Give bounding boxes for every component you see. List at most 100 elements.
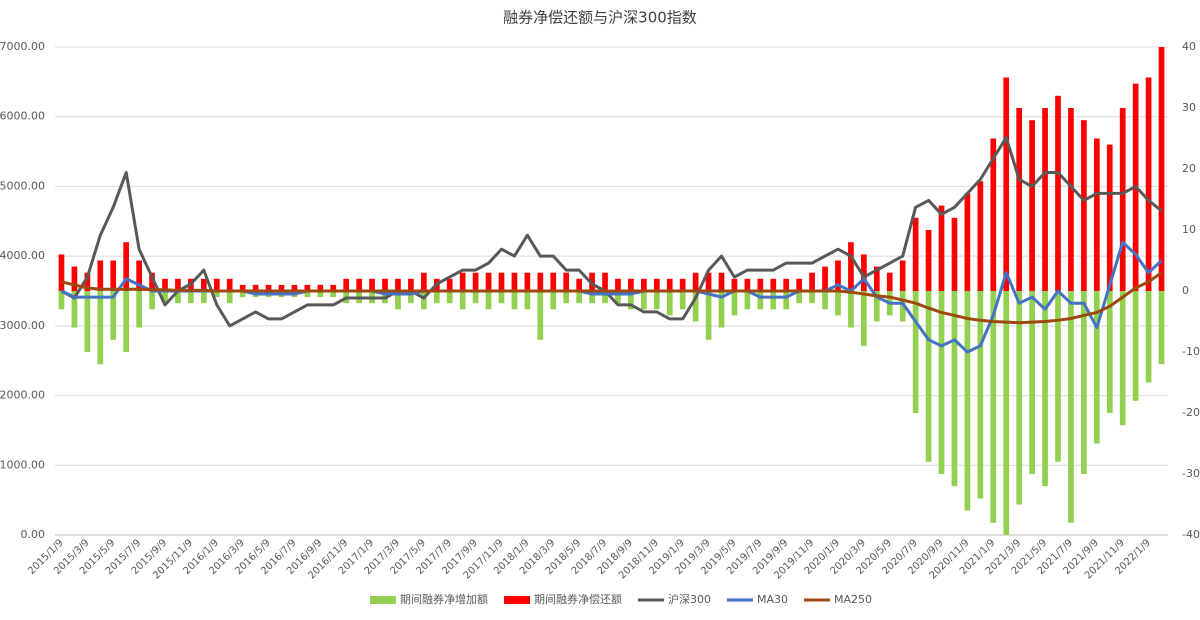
bar <box>1158 47 1165 291</box>
bar <box>71 291 78 328</box>
bar <box>809 291 815 304</box>
bar <box>123 242 130 291</box>
bar <box>1106 144 1113 291</box>
bar <box>692 272 699 291</box>
bar <box>679 291 686 310</box>
bar <box>744 291 751 310</box>
bar <box>420 291 427 310</box>
bar <box>873 266 880 291</box>
bar <box>641 291 647 310</box>
bar <box>653 278 660 291</box>
bar <box>628 278 634 291</box>
bar <box>524 291 531 310</box>
bar <box>899 291 906 322</box>
bar <box>330 291 337 298</box>
bar <box>175 278 181 291</box>
bar <box>796 278 803 291</box>
bar <box>330 284 337 291</box>
bar <box>498 291 505 304</box>
bar <box>873 291 880 322</box>
bar <box>1055 291 1061 462</box>
bar <box>1042 291 1048 487</box>
bar <box>252 284 259 291</box>
bar <box>278 284 285 291</box>
bar <box>162 291 168 304</box>
y2-tick-label: 0 <box>1182 284 1189 297</box>
bar <box>692 291 699 322</box>
bar <box>408 291 414 304</box>
bar <box>783 291 790 310</box>
bar <box>395 278 401 291</box>
bar <box>731 278 738 291</box>
bar <box>679 278 686 291</box>
y2-tick-label: -10 <box>1182 345 1200 358</box>
bar <box>420 272 427 291</box>
bar <box>602 291 608 304</box>
y-tick-label: 3000.00 <box>0 319 45 332</box>
bar <box>731 291 738 316</box>
legend-label: 期间融券净偿还额 <box>534 592 622 606</box>
bar <box>213 291 220 298</box>
bar <box>1106 291 1113 413</box>
bar <box>783 278 790 291</box>
bar <box>951 291 958 487</box>
bar <box>1093 291 1100 444</box>
bar <box>718 291 725 328</box>
bar <box>472 272 479 291</box>
legend-swatch <box>370 596 396 604</box>
bar <box>1016 108 1023 291</box>
bar <box>459 272 466 291</box>
bar <box>110 291 117 340</box>
bar <box>550 291 557 310</box>
bar <box>977 291 984 499</box>
bar <box>615 291 621 304</box>
bar <box>1029 120 1035 291</box>
bar <box>770 291 777 310</box>
bar <box>304 284 311 291</box>
legend-swatch <box>504 596 530 604</box>
bar <box>653 291 660 310</box>
bar <box>84 272 91 291</box>
bar <box>589 291 595 304</box>
bar <box>1145 77 1152 291</box>
bar <box>666 291 673 316</box>
legend-label: MA250 <box>834 593 872 606</box>
bar <box>200 291 207 304</box>
bar <box>757 291 764 310</box>
bar <box>459 291 466 310</box>
bar <box>576 278 582 291</box>
y-tick-label: 1000.00 <box>0 458 45 471</box>
bar <box>265 284 272 291</box>
bar <box>550 272 557 291</box>
bar <box>757 278 764 291</box>
bar <box>822 266 828 291</box>
bar <box>925 230 932 291</box>
bar <box>1119 291 1126 426</box>
bar <box>705 291 712 340</box>
bar <box>162 278 168 291</box>
bar <box>1081 120 1087 291</box>
bar <box>382 278 388 291</box>
bar <box>886 272 893 291</box>
bar <box>744 278 751 291</box>
bar <box>951 217 958 291</box>
bar <box>1132 291 1139 401</box>
bar <box>848 291 854 328</box>
bar <box>71 266 78 291</box>
bar <box>304 291 311 298</box>
bar <box>84 291 91 352</box>
bar <box>899 260 906 291</box>
bar <box>1003 77 1010 291</box>
bar <box>58 291 65 310</box>
bar <box>317 291 324 298</box>
bar <box>343 278 350 291</box>
legend-label: 沪深300 <box>668 592 711 606</box>
bar <box>990 138 997 291</box>
bar <box>511 272 518 291</box>
bar <box>433 291 440 304</box>
bar <box>938 205 945 291</box>
bar <box>291 284 298 291</box>
bar <box>524 272 531 291</box>
bar <box>123 291 130 352</box>
